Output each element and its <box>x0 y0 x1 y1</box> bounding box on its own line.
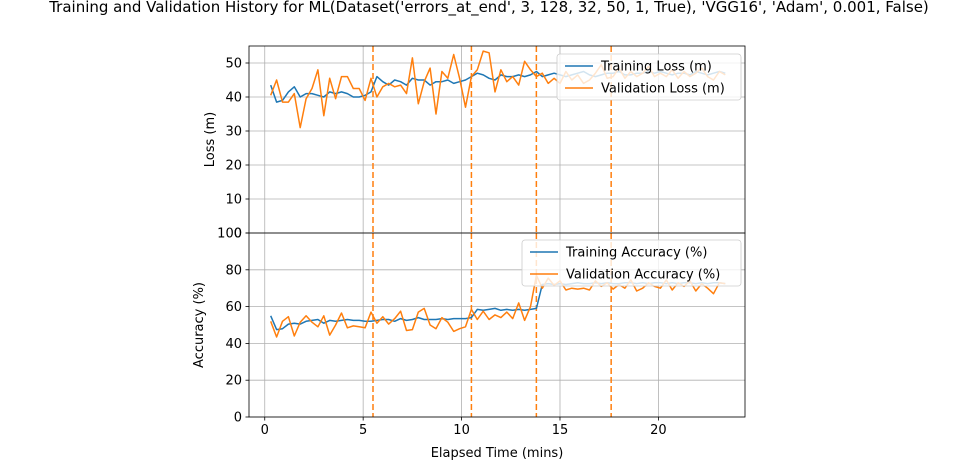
legend-label-training: Training Loss (m) <box>600 60 712 75</box>
y-tick-label: 40 <box>225 337 242 352</box>
x-tick-label: 20 <box>650 423 667 438</box>
x-tick-label: 0 <box>261 423 269 438</box>
y-tick-label: 100 <box>217 227 242 242</box>
axes-frame-accuracy <box>248 232 746 418</box>
y-tick-label: 20 <box>225 159 242 174</box>
y-axis-label-loss: Loss (m) <box>203 112 218 167</box>
legend-label-validation: Validation Loss (m) <box>601 82 725 97</box>
y-axis-label-accuracy: Accuracy (%) <box>192 282 207 368</box>
legend-label-training: Training Accuracy (%) <box>565 246 707 261</box>
legend-label-validation: Validation Accuracy (%) <box>566 268 720 283</box>
chart-title: Training and Validation History for ML(D… <box>48 0 929 17</box>
y-tick-label: 20 <box>225 374 242 389</box>
legend-box-loss <box>556 53 742 101</box>
legend-box-accuracy <box>521 239 742 287</box>
x-tick-label: 15 <box>552 423 569 438</box>
x-tick-label: 10 <box>453 423 470 438</box>
y-tick-label: 0 <box>234 227 242 242</box>
y-tick-label: 0 <box>234 411 242 426</box>
y-tick-label: 10 <box>225 193 242 208</box>
y-tick-label: 60 <box>225 300 242 315</box>
x-tick-label: 5 <box>359 423 367 438</box>
y-tick-label: 30 <box>225 125 242 140</box>
x-axis-label: Elapsed Time (mins) <box>431 446 564 460</box>
y-tick-label: 40 <box>225 91 242 106</box>
y-tick-label: 80 <box>225 263 242 278</box>
y-tick-label: 50 <box>225 57 242 72</box>
